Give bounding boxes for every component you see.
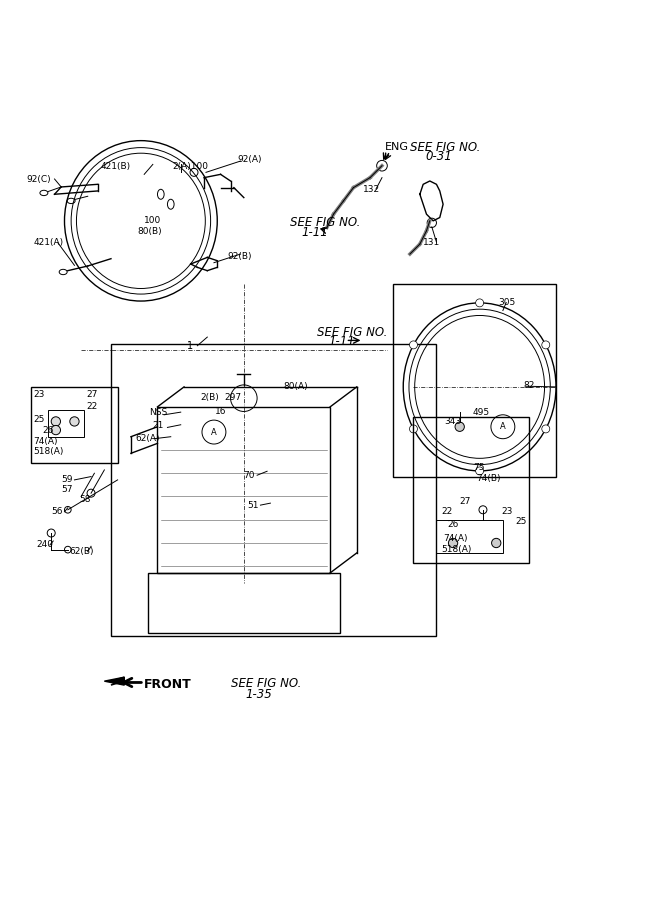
Text: 1-35: 1-35 xyxy=(246,688,273,701)
Text: 2(B): 2(B) xyxy=(201,393,219,402)
Text: 59: 59 xyxy=(61,475,73,484)
Text: 0-31: 0-31 xyxy=(425,150,452,163)
Bar xyxy=(436,519,503,553)
Polygon shape xyxy=(111,677,124,685)
Bar xyxy=(414,417,530,562)
Text: 74(A): 74(A) xyxy=(443,534,468,543)
Text: 62(B): 62(B) xyxy=(69,547,93,556)
Polygon shape xyxy=(104,677,124,685)
Circle shape xyxy=(51,426,61,435)
Text: 22: 22 xyxy=(441,508,452,517)
Text: 240: 240 xyxy=(36,540,53,549)
Text: 80(B): 80(B) xyxy=(137,227,162,236)
Text: FRONT: FRONT xyxy=(144,678,192,691)
Text: 75: 75 xyxy=(473,464,484,472)
Bar xyxy=(111,344,436,636)
Text: 56: 56 xyxy=(51,508,63,517)
Text: A: A xyxy=(500,422,506,431)
Text: 74(B): 74(B) xyxy=(476,474,501,483)
Bar xyxy=(48,410,85,436)
Text: 57: 57 xyxy=(61,485,73,494)
Text: 100: 100 xyxy=(144,216,161,225)
Text: 92(A): 92(A) xyxy=(237,155,261,164)
Circle shape xyxy=(51,417,61,426)
Bar xyxy=(31,387,117,464)
Circle shape xyxy=(410,341,418,349)
Text: SEE FIG NO.: SEE FIG NO. xyxy=(317,326,388,339)
Circle shape xyxy=(410,425,418,433)
Text: 58: 58 xyxy=(80,495,91,504)
Text: 518(A): 518(A) xyxy=(33,447,63,456)
Text: 92(B): 92(B) xyxy=(227,251,251,260)
Text: 23: 23 xyxy=(33,391,45,400)
Text: 51: 51 xyxy=(247,500,259,509)
Circle shape xyxy=(542,341,550,349)
Text: 495: 495 xyxy=(472,409,490,418)
Text: 62(A): 62(A) xyxy=(135,434,160,443)
Text: 74(A): 74(A) xyxy=(33,436,58,446)
Text: SEE FIG NO.: SEE FIG NO. xyxy=(290,216,361,229)
Text: 26: 26 xyxy=(43,426,54,435)
Text: 305: 305 xyxy=(498,298,516,307)
Text: NSS: NSS xyxy=(149,409,167,418)
Text: 518(A): 518(A) xyxy=(442,545,472,554)
Circle shape xyxy=(476,299,484,307)
Text: 131: 131 xyxy=(423,238,440,247)
Bar xyxy=(157,407,330,573)
Circle shape xyxy=(492,538,501,547)
Text: SEE FIG NO.: SEE FIG NO. xyxy=(410,140,480,154)
Text: 27: 27 xyxy=(87,391,98,400)
Text: 421(B): 421(B) xyxy=(101,162,131,171)
Text: SEE FIG NO.: SEE FIG NO. xyxy=(231,678,301,690)
Text: 1-11: 1-11 xyxy=(329,335,356,348)
Text: 26: 26 xyxy=(448,520,459,529)
Text: 132: 132 xyxy=(364,185,380,194)
Text: 1-11: 1-11 xyxy=(301,226,328,239)
Text: 22: 22 xyxy=(87,401,97,410)
Text: ENG: ENG xyxy=(386,142,410,152)
Bar xyxy=(147,573,340,633)
Circle shape xyxy=(448,538,458,547)
Text: 25: 25 xyxy=(33,415,45,424)
Text: 297: 297 xyxy=(224,393,241,402)
Text: 421(A): 421(A) xyxy=(33,238,63,247)
Text: 343: 343 xyxy=(444,417,462,426)
Text: 21: 21 xyxy=(153,421,164,430)
Text: 27: 27 xyxy=(460,498,471,507)
Text: 2(A)100: 2(A)100 xyxy=(173,162,209,171)
Bar xyxy=(394,284,556,477)
Circle shape xyxy=(542,425,550,433)
Text: 80(A): 80(A) xyxy=(283,382,308,391)
Text: 92(C): 92(C) xyxy=(27,176,51,184)
Circle shape xyxy=(70,417,79,426)
Text: 23: 23 xyxy=(501,508,512,517)
Circle shape xyxy=(476,467,484,475)
Text: 16: 16 xyxy=(215,407,227,416)
Circle shape xyxy=(455,422,464,431)
Text: 1: 1 xyxy=(187,341,193,351)
Text: 25: 25 xyxy=(516,518,527,526)
Text: 70: 70 xyxy=(243,471,255,480)
Text: A: A xyxy=(211,428,217,436)
Text: 82: 82 xyxy=(524,381,535,390)
